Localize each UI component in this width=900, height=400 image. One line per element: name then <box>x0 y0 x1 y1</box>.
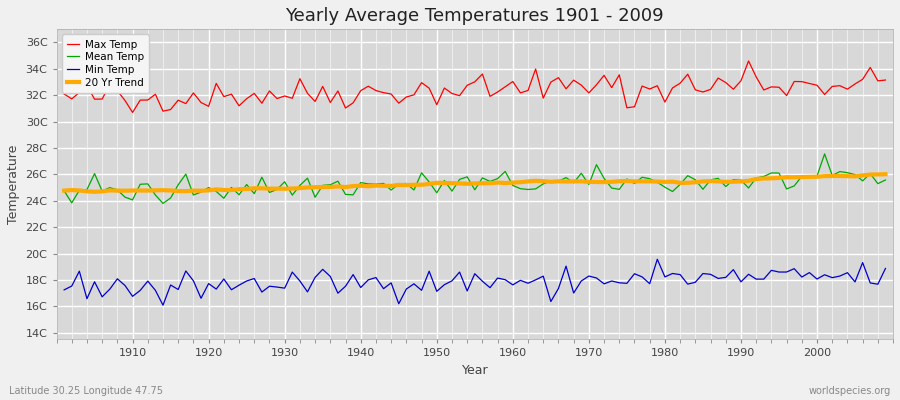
Max Temp <box>607 85 617 90</box>
Y-axis label: Temperature: Temperature <box>7 145 20 224</box>
Min Temp <box>880 266 891 271</box>
Mean Temp <box>508 183 518 188</box>
Max Temp <box>880 78 891 82</box>
Min Temp <box>158 303 168 308</box>
Max Temp <box>340 106 351 110</box>
20 Yr Trend <box>508 180 518 185</box>
Mean Temp <box>607 186 617 190</box>
Min Temp <box>607 279 617 284</box>
Mean Temp <box>120 195 130 200</box>
Max Temp <box>743 58 754 63</box>
Mean Temp <box>158 201 168 206</box>
Max Temp <box>120 98 130 103</box>
Min Temp <box>652 257 662 262</box>
Max Temp <box>515 90 526 95</box>
Min Temp <box>515 278 526 283</box>
Text: worldspecies.org: worldspecies.org <box>809 386 891 396</box>
Max Temp <box>508 79 518 84</box>
Text: Latitude 30.25 Longitude 47.75: Latitude 30.25 Longitude 47.75 <box>9 386 163 396</box>
Legend: Max Temp, Mean Temp, Min Temp, 20 Yr Trend: Max Temp, Mean Temp, Min Temp, 20 Yr Tre… <box>62 34 149 93</box>
Min Temp <box>340 284 351 289</box>
20 Yr Trend <box>880 172 891 177</box>
Max Temp <box>58 92 69 96</box>
X-axis label: Year: Year <box>462 364 488 377</box>
Min Temp <box>294 278 305 283</box>
20 Yr Trend <box>127 188 138 193</box>
20 Yr Trend <box>294 186 305 190</box>
Line: Min Temp: Min Temp <box>64 259 886 305</box>
Line: Max Temp: Max Temp <box>64 61 886 112</box>
Min Temp <box>58 288 69 292</box>
Mean Temp <box>294 183 305 188</box>
Mean Temp <box>880 178 891 182</box>
20 Yr Trend <box>515 180 526 184</box>
Line: 20 Yr Trend: 20 Yr Trend <box>64 174 886 192</box>
Line: Mean Temp: Mean Temp <box>64 154 886 204</box>
Title: Yearly Average Temperatures 1901 - 2009: Yearly Average Temperatures 1901 - 2009 <box>285 7 664 25</box>
Mean Temp <box>58 188 69 193</box>
Min Temp <box>508 282 518 287</box>
20 Yr Trend <box>607 180 617 184</box>
20 Yr Trend <box>340 185 351 190</box>
Min Temp <box>120 283 130 288</box>
Mean Temp <box>819 152 830 156</box>
Max Temp <box>294 76 305 81</box>
Mean Temp <box>340 192 351 197</box>
Mean Temp <box>515 186 526 191</box>
20 Yr Trend <box>58 188 69 193</box>
Max Temp <box>127 110 138 115</box>
20 Yr Trend <box>89 190 100 194</box>
